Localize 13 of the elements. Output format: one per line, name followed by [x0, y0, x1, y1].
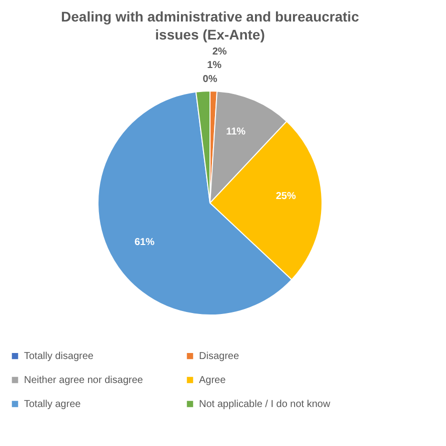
legend-label: Agree	[199, 375, 226, 386]
legend-label: Neither agree nor disagree	[24, 375, 144, 386]
data-label: 61%	[134, 236, 155, 248]
data-label: 1%	[207, 60, 222, 72]
data-label: 2%	[212, 46, 227, 58]
legend-label: Totally agree	[24, 399, 82, 410]
legend-label: Not applicable / I do not know	[199, 399, 331, 410]
data-label: 11%	[226, 126, 246, 138]
legend-label: Disagree	[199, 351, 240, 362]
text: 0%	[202, 74, 218, 85]
legend-label: Totally disagree	[24, 351, 94, 362]
data-label: 25%	[276, 190, 296, 202]
chart-title: Dealing with administrative and bureaucratic issues (Ex-Ante)	[61, 8, 360, 42]
